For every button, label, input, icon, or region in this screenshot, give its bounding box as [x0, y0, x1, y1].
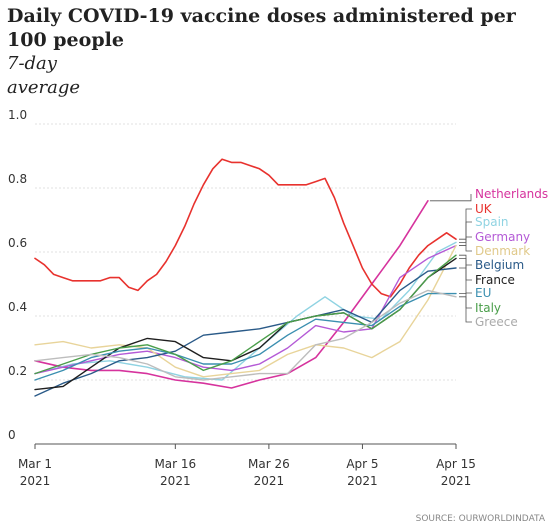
y-tick-label: 1.0	[8, 108, 27, 122]
x-tick-year: 2021	[441, 474, 472, 488]
series-line-eu	[34, 292, 457, 381]
y-tick-label: 0.2	[8, 364, 27, 378]
series-label-greece: Greece	[475, 315, 518, 329]
series-lines	[34, 158, 457, 397]
label-leader-spain	[459, 221, 472, 243]
series-line-denmark	[34, 244, 457, 378]
series-line-netherlands	[34, 200, 429, 389]
series-label-germany: Germany	[475, 230, 530, 244]
y-tick-label: 0.6	[8, 236, 27, 250]
series-label-uk: UK	[475, 202, 493, 216]
grid-lines	[35, 123, 456, 445]
x-tick-label: Mar 26	[248, 457, 290, 471]
series-line-uk	[34, 158, 457, 298]
chart-title: Daily COVID-19 vaccine doses administere…	[7, 5, 516, 51]
label-leader-france	[459, 258, 472, 281]
x-tick-label: Mar 1	[18, 457, 52, 471]
label-leader-italy	[459, 254, 472, 309]
x-tick-label: Apr 15	[436, 457, 476, 471]
x-axis-ticks: Mar 1 2021 Mar 16 2021 Mar 26 2021 Apr 5 2021 Ap…	[18, 444, 476, 488]
label-leader-eu	[459, 292, 472, 294]
label-leader-greece	[459, 296, 472, 323]
x-tick-label: Apr 5	[346, 457, 378, 471]
source-note: SOURCE: OURWORLDINDATA	[415, 514, 545, 524]
chart-subtitle: 7-day average	[7, 53, 81, 98]
label-leader-uk	[459, 208, 472, 240]
x-tick-year: 2021	[20, 474, 51, 488]
series-labels: NetherlandsUKSpainGermanyDenmarkBelgiumF…	[429, 187, 548, 329]
y-tick-label: 0	[8, 428, 16, 442]
label-leader-denmark	[459, 245, 472, 252]
series-label-netherlands: Netherlands	[475, 187, 548, 201]
y-tick-label: 0.4	[8, 300, 27, 314]
label-leader-belgium	[459, 264, 472, 269]
series-label-eu: EU	[475, 286, 491, 300]
series-line-italy	[34, 254, 457, 375]
series-label-denmark: Denmark	[475, 244, 530, 258]
series-line-belgium	[34, 267, 457, 397]
x-tick-year: 2021	[254, 474, 285, 488]
series-label-belgium: Belgium	[475, 258, 524, 272]
label-leader-netherlands	[429, 194, 472, 202]
x-tick-label: Mar 16	[154, 457, 196, 471]
y-axis-ticks: 0 0.2 0.4 0.6 0.8 1.0	[8, 108, 27, 442]
series-label-spain: Spain	[475, 215, 509, 229]
y-tick-label: 0.8	[8, 172, 27, 186]
x-tick-year: 2021	[160, 474, 191, 488]
series-label-france: France	[475, 273, 515, 287]
x-tick-year: 2021	[347, 474, 378, 488]
series-label-italy: Italy	[475, 301, 501, 315]
series-line-greece	[34, 289, 457, 381]
label-leader-germany	[459, 236, 472, 246]
